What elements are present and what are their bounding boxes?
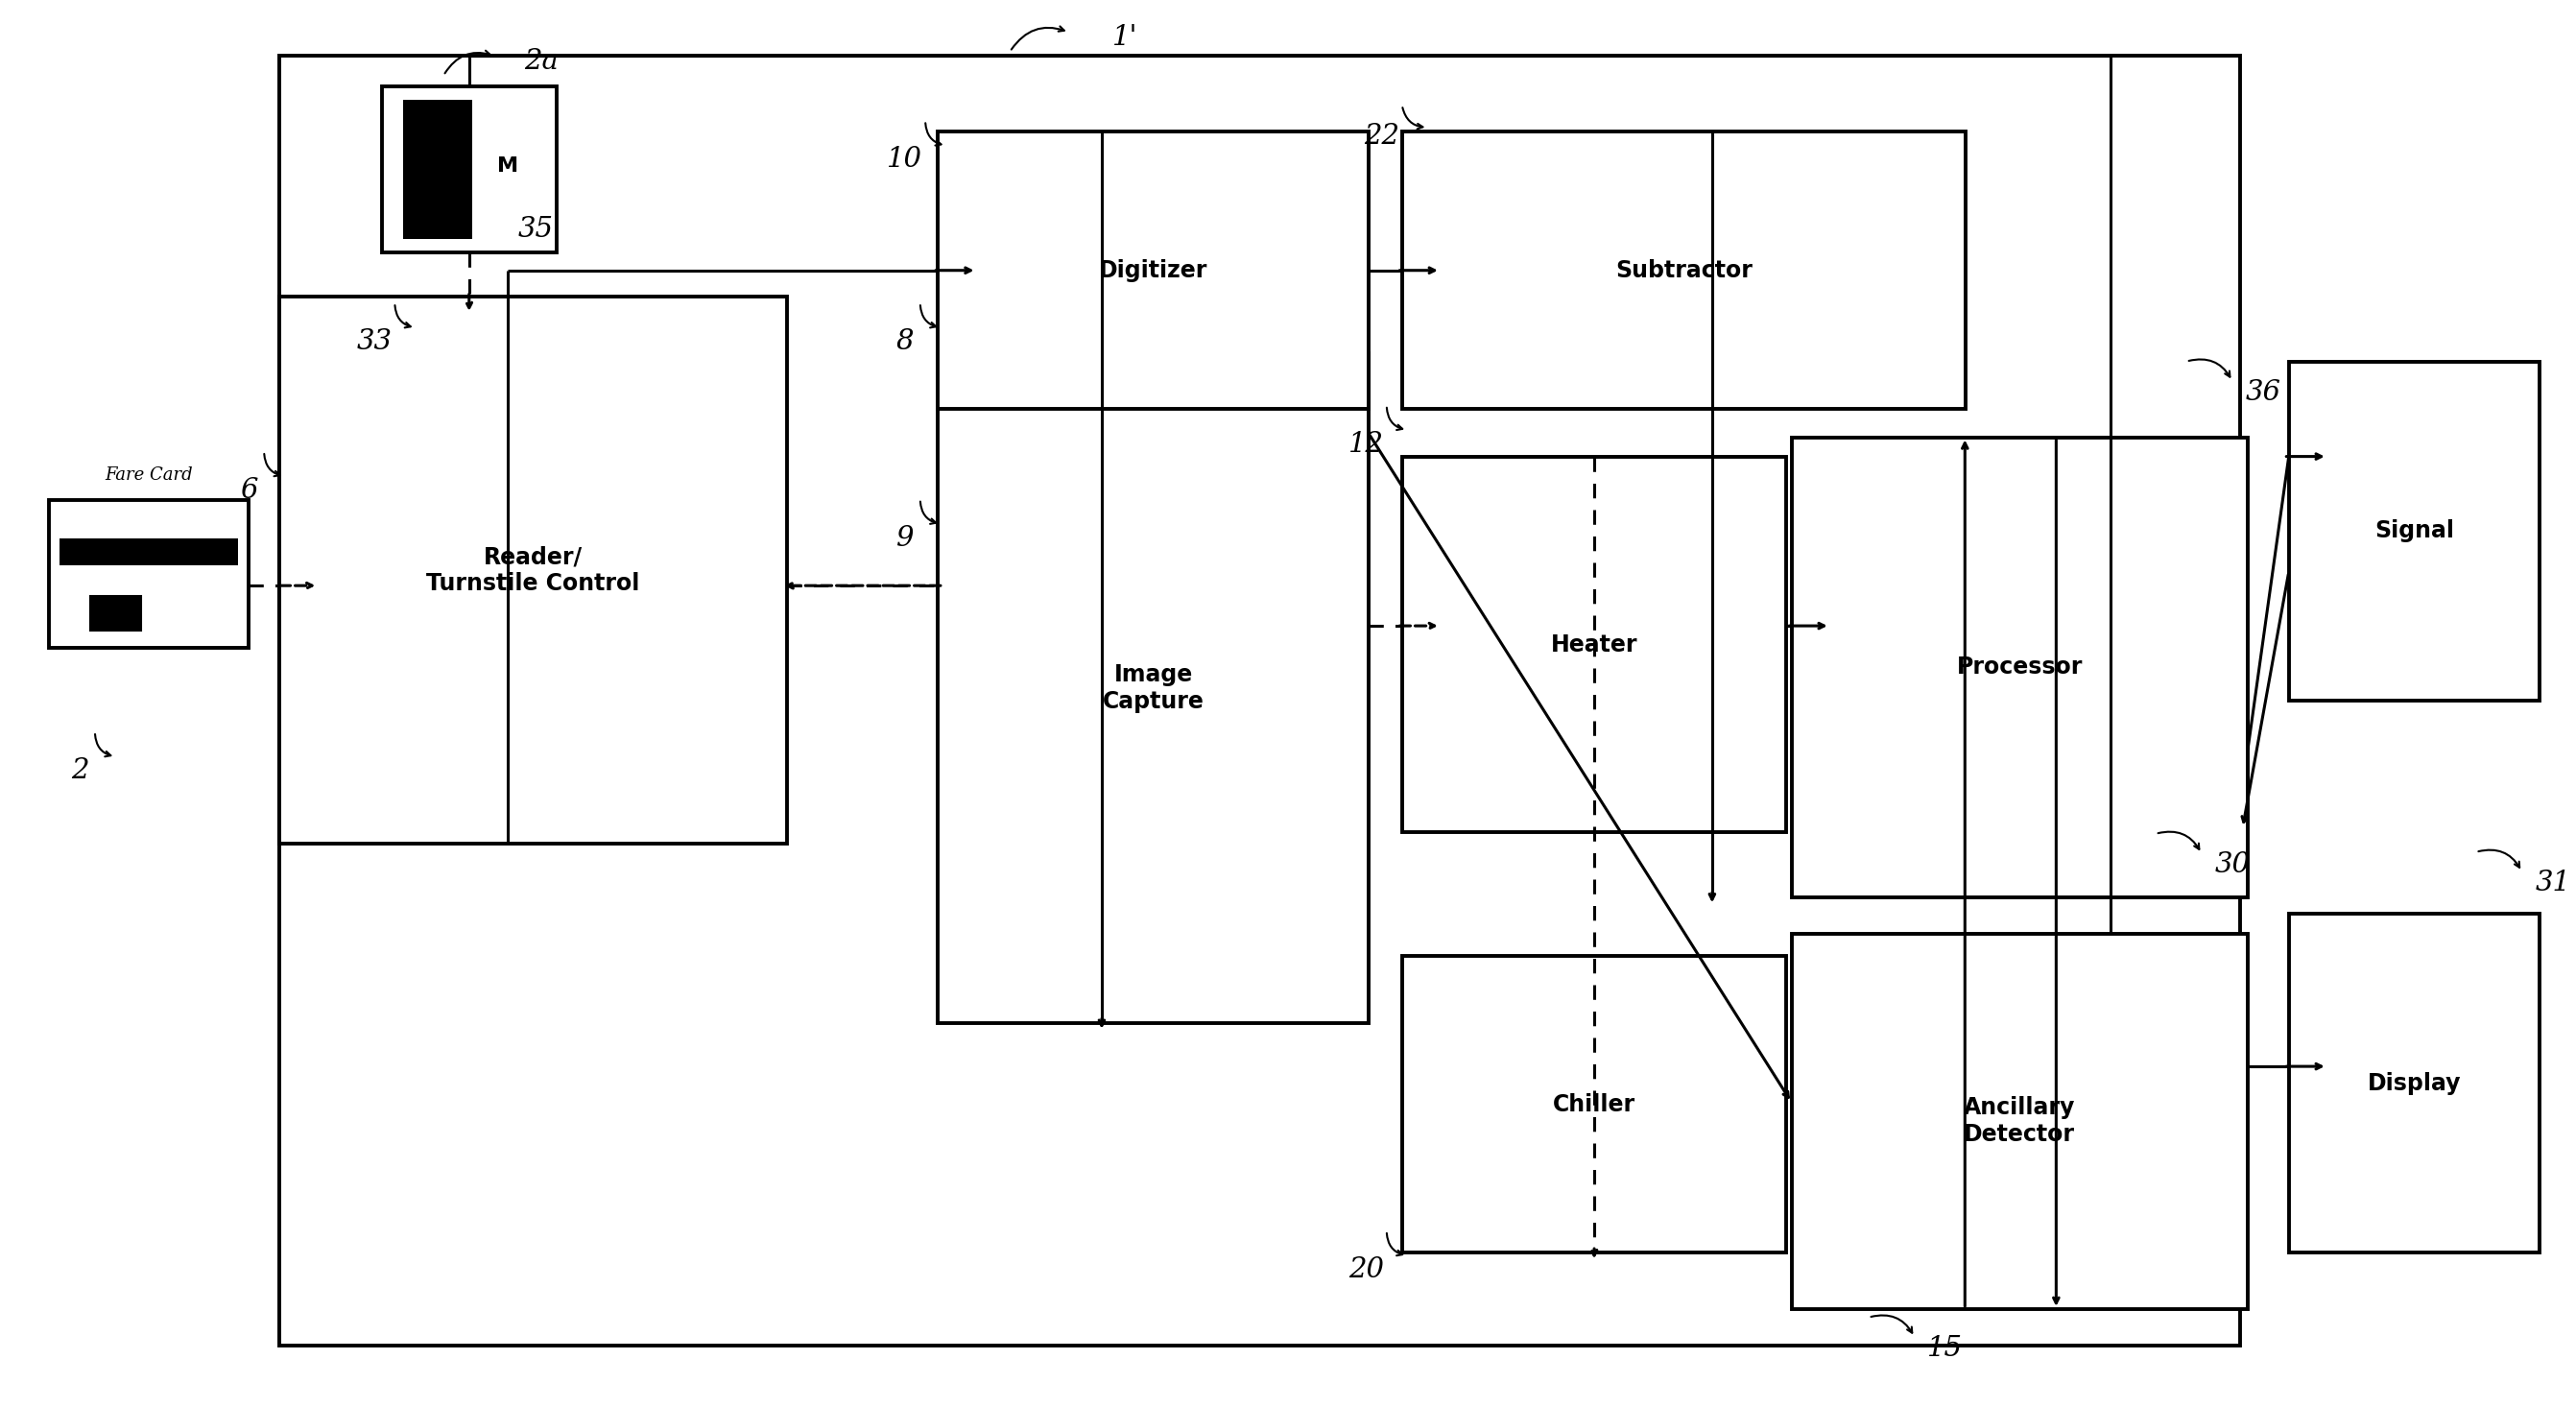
Text: M: M	[497, 156, 518, 176]
Text: 2a: 2a	[523, 48, 559, 75]
FancyBboxPatch shape	[1401, 457, 1785, 833]
Text: 8: 8	[896, 328, 914, 356]
FancyBboxPatch shape	[1401, 955, 1785, 1254]
Text: Processor: Processor	[1958, 656, 2084, 678]
Text: 30: 30	[2215, 851, 2251, 878]
FancyBboxPatch shape	[1790, 438, 2249, 896]
FancyBboxPatch shape	[2287, 913, 2540, 1254]
FancyBboxPatch shape	[59, 539, 240, 566]
Text: Reader/
Turnstile Control: Reader/ Turnstile Control	[428, 546, 639, 595]
FancyBboxPatch shape	[938, 132, 1368, 409]
Text: Digitizer: Digitizer	[1100, 259, 1208, 281]
Text: 22: 22	[1363, 122, 1399, 149]
Text: 36: 36	[2246, 378, 2280, 405]
Text: 12: 12	[1347, 431, 1383, 457]
Text: Heater: Heater	[1551, 633, 1638, 656]
Text: 35: 35	[518, 217, 554, 243]
Text: 6: 6	[240, 477, 258, 504]
Text: Chiller: Chiller	[1553, 1093, 1636, 1116]
Text: 9: 9	[896, 525, 914, 552]
FancyBboxPatch shape	[938, 353, 1368, 1023]
Text: Signal: Signal	[2375, 519, 2455, 543]
FancyBboxPatch shape	[278, 297, 786, 844]
Text: 10: 10	[886, 146, 922, 173]
Text: 31: 31	[2535, 870, 2571, 896]
FancyBboxPatch shape	[1790, 933, 2249, 1309]
Text: Image
Capture: Image Capture	[1103, 663, 1203, 713]
FancyBboxPatch shape	[90, 595, 142, 630]
Text: Fare Card: Fare Card	[106, 466, 193, 484]
Text: 1': 1'	[1113, 24, 1139, 51]
FancyBboxPatch shape	[402, 100, 471, 239]
Text: 2: 2	[70, 757, 88, 784]
Text: 15: 15	[1927, 1335, 1963, 1362]
Text: Subtractor: Subtractor	[1615, 259, 1752, 281]
Text: 20: 20	[1347, 1256, 1383, 1283]
FancyBboxPatch shape	[381, 87, 556, 252]
Text: Display: Display	[2367, 1072, 2460, 1095]
Text: Ancillary
Detector: Ancillary Detector	[1963, 1096, 2076, 1147]
FancyBboxPatch shape	[2287, 362, 2540, 701]
FancyBboxPatch shape	[1401, 132, 1965, 409]
FancyBboxPatch shape	[49, 501, 250, 647]
Text: 33: 33	[355, 328, 392, 356]
